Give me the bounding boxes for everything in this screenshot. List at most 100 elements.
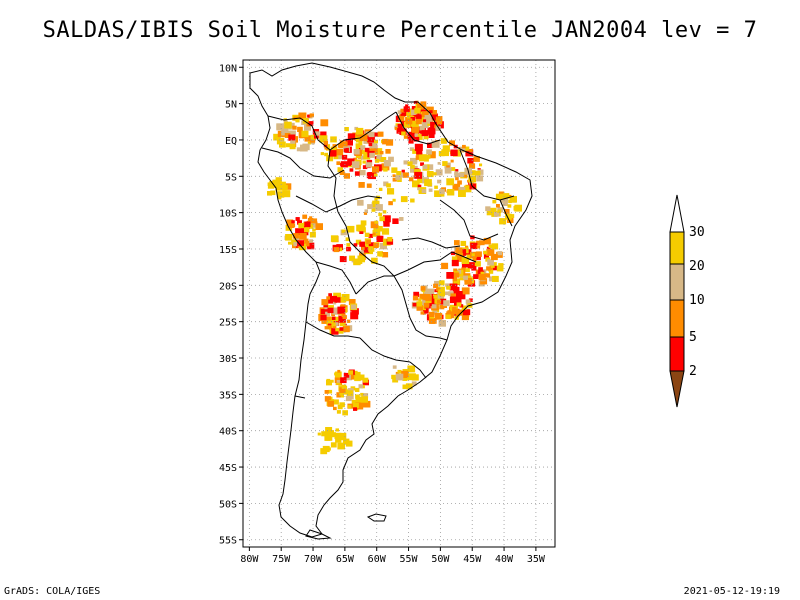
country-border — [401, 237, 461, 249]
percentile-cell — [409, 147, 414, 151]
percentile-cell — [331, 316, 336, 320]
colorbar-tick-label: 2 — [689, 364, 697, 379]
percentile-cell — [331, 328, 339, 335]
percentile-cell — [339, 391, 344, 396]
map-title: SALDAS/IBIS Soil Moisture Percentile JAN… — [42, 18, 758, 43]
percentile-cell — [327, 298, 333, 304]
percentile-cell — [401, 370, 409, 378]
percentile-cell — [483, 250, 488, 255]
percentile-cell — [347, 133, 355, 140]
percentile-cell — [458, 189, 466, 197]
colorbar-tick-label: 20 — [689, 259, 705, 274]
colorbar-legend: 30 20 10 5 2 — [669, 194, 705, 408]
percentile-cell — [303, 240, 310, 247]
percentile-cell — [479, 163, 483, 167]
country-border — [329, 111, 397, 151]
percentile-cell — [374, 139, 378, 144]
country-border — [355, 275, 411, 319]
percentile-cell — [505, 213, 512, 220]
percentile-cell — [334, 372, 338, 376]
percentile-cell — [453, 272, 460, 278]
percentile-cell — [335, 327, 339, 332]
percentile-cell — [458, 258, 462, 262]
falkland-islands — [366, 513, 387, 522]
percentile-cell — [464, 174, 468, 178]
longitude-labels: 80W 75W 70W 65W 60W 55W 50W 45W 40W 35W — [240, 547, 546, 565]
percentile-cell — [354, 387, 360, 392]
percentile-cell — [295, 217, 300, 221]
percentile-cell — [368, 242, 375, 248]
percentile-cell — [433, 172, 437, 176]
percentile-cell — [412, 124, 418, 130]
percentile-cell — [362, 393, 369, 399]
percentile-cell — [349, 168, 354, 172]
percentile-cell — [488, 269, 494, 274]
percentile-cell — [456, 269, 462, 274]
percentile-cell — [324, 306, 328, 310]
lat-label: 50S — [219, 499, 237, 510]
percentile-cell — [388, 201, 393, 206]
colorbar-segment-above-30 — [669, 194, 685, 233]
percentile-cell — [458, 172, 465, 178]
percentile-cell — [371, 208, 376, 212]
percentile-cell — [427, 288, 435, 295]
percentile-cell — [341, 313, 346, 318]
percentile-cell — [400, 108, 405, 113]
percentile-cell — [431, 140, 440, 148]
lon-label: 50W — [431, 554, 450, 565]
percentile-cell — [267, 183, 275, 189]
percentile-cell — [364, 209, 368, 213]
percentile-cell — [428, 132, 435, 138]
footer-credit: GrADS: COLA/IGES — [4, 586, 101, 597]
percentile-cell — [401, 169, 405, 173]
percentile-cell — [438, 320, 446, 327]
percentile-cell — [292, 233, 299, 239]
percentile-cell — [358, 260, 363, 264]
percentile-cell — [495, 193, 503, 200]
percentile-cell — [332, 307, 341, 315]
percentile-cell — [336, 380, 340, 383]
percentile-cell — [372, 166, 380, 173]
percentile-cell — [369, 152, 375, 158]
percentile-cell — [509, 196, 517, 203]
percentile-cell — [473, 156, 480, 162]
percentile-cell — [428, 151, 436, 159]
percentile-cell — [435, 169, 443, 176]
lat-label: EQ — [225, 136, 237, 147]
percentile-cell — [360, 220, 367, 226]
percentile-cell — [363, 212, 368, 215]
percentile-cell — [281, 129, 289, 136]
percentile-cell — [333, 292, 341, 300]
percentile-cell — [391, 167, 398, 173]
percentile-cell — [369, 141, 378, 149]
percentile-cell — [368, 172, 376, 180]
percentile-cell — [383, 215, 391, 223]
percentile-cell — [346, 319, 351, 323]
percentile-cell — [503, 193, 510, 199]
percentile-cell — [446, 272, 454, 279]
country-border — [261, 147, 345, 179]
percentile-cell — [414, 136, 420, 142]
percentile-cell — [395, 175, 401, 180]
percentile-cell — [372, 200, 380, 208]
percentile-cell — [351, 161, 360, 169]
percentile-cell — [282, 190, 291, 198]
percentile-cell — [433, 283, 438, 289]
percentile-cell — [273, 133, 281, 141]
percentile-cell — [417, 177, 424, 184]
percentile-cell — [364, 232, 370, 237]
percentile-cell — [353, 259, 358, 264]
percentile-cell — [323, 140, 328, 145]
percentile-cell — [333, 406, 337, 411]
percentile-cell — [336, 149, 344, 156]
percentile-cell — [278, 181, 286, 189]
percentile-cell — [333, 247, 340, 253]
percentile-cell — [416, 148, 423, 155]
percentile-cell — [502, 201, 508, 206]
percentile-cell — [309, 113, 314, 118]
percentile-cell — [434, 190, 442, 197]
percentile-cell — [387, 188, 395, 195]
percentile-cell — [421, 189, 427, 193]
percentile-cell — [416, 144, 423, 150]
percentile-cell — [429, 129, 436, 135]
